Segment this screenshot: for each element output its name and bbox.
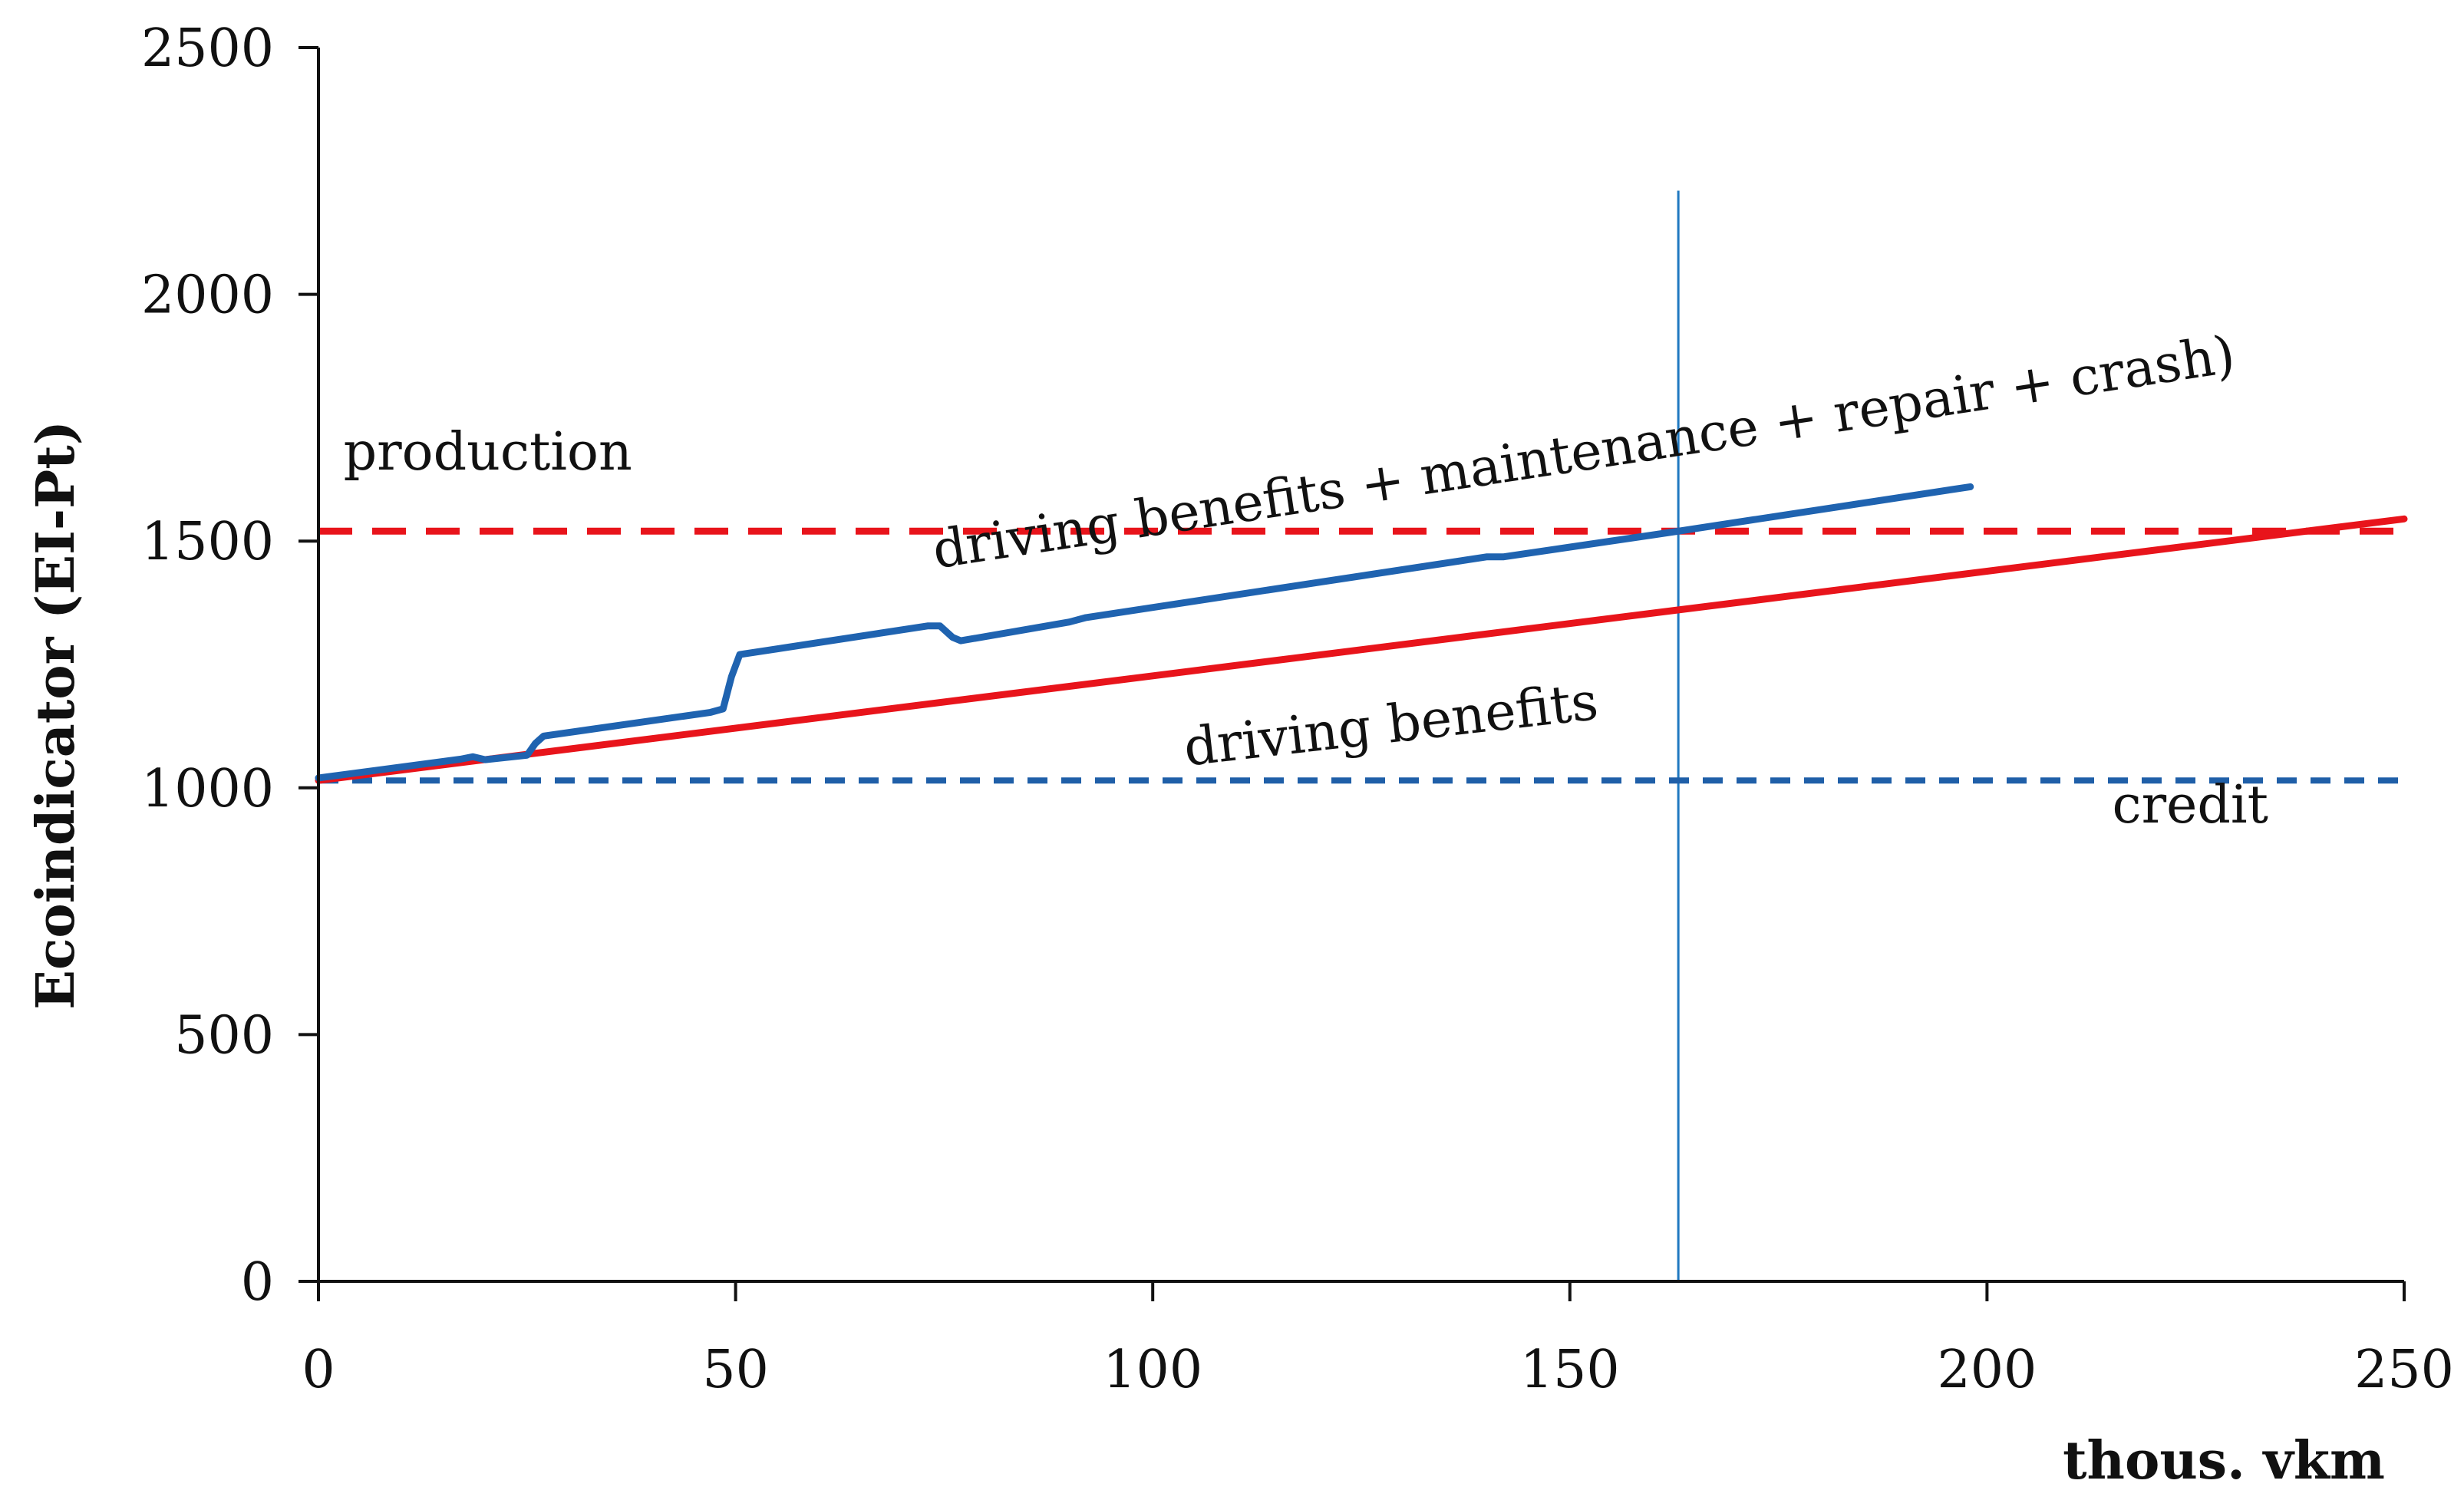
annotation-production: production [344, 422, 632, 483]
y-tick-label: 2500 [141, 18, 274, 79]
y-tick-label: 1500 [141, 512, 274, 572]
series-line-driving-benefits [315, 515, 2408, 784]
x-tick-label: 50 [702, 1340, 769, 1400]
annotation-credit: credit [2113, 775, 2268, 836]
y-tick-label: 500 [174, 1005, 274, 1066]
x-tick-label: 100 [1103, 1340, 1202, 1400]
series-line-driving-benefits-maintenance-repair-crash [315, 483, 1974, 782]
y-tick-label: 0 [241, 1252, 274, 1313]
x-tick-label: 0 [302, 1340, 335, 1400]
x-axis-title: thous. vkm [2063, 1430, 2385, 1492]
x-tick-label: 250 [2354, 1340, 2454, 1400]
x-tick-label: 200 [1938, 1340, 2037, 1400]
y-tick-label: 1000 [141, 759, 274, 819]
x-tick-label: 150 [1520, 1340, 1620, 1400]
y-tick-label: 2000 [141, 265, 274, 326]
annotation-driving-benefits: driving benefits [1181, 671, 1601, 779]
y-axis-title: Ecoindicator (EI-Pt) [25, 420, 87, 1010]
